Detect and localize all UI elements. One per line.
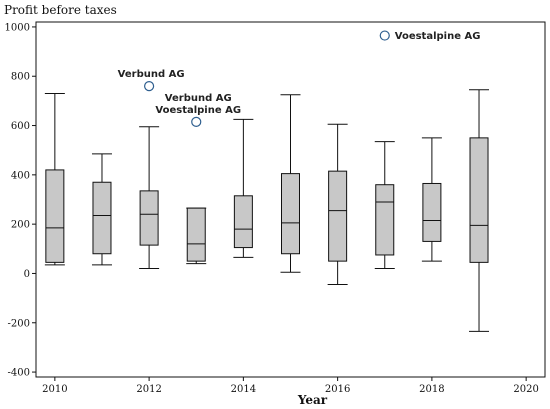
iqr-box — [422, 182, 442, 242]
outlier-label: Voestalpine AG — [155, 105, 241, 116]
outlier-label: Verbund AG — [165, 93, 232, 104]
y-tick-label: 400 — [11, 170, 30, 181]
outlier-point — [379, 30, 390, 41]
box-2019 — [469, 89, 490, 332]
box-2018 — [421, 137, 442, 262]
y-tick-label: 1000 — [5, 22, 30, 33]
box-2014 — [233, 118, 254, 258]
y-tick-label: -400 — [8, 368, 30, 379]
x-tick-label: 2014 — [231, 384, 256, 395]
y-tick-label: 600 — [11, 121, 30, 132]
x-tick-label: 2016 — [325, 384, 350, 395]
outlier-2017: Voestalpine AG — [379, 30, 481, 42]
x-tick-label: 2020 — [513, 384, 538, 395]
y-tick-label: 0 — [24, 269, 30, 280]
x-axis-title: Year — [297, 393, 328, 407]
box-2011 — [91, 153, 112, 266]
outlier-label: Voestalpine AG — [395, 31, 481, 42]
iqr-box — [469, 137, 489, 263]
y-tick-label: -200 — [8, 318, 30, 329]
outlier-label: Verbund AG — [118, 69, 185, 80]
iqr-box — [233, 195, 253, 249]
y-axis-title: Profit before taxes — [4, 3, 117, 17]
box-2010 — [44, 92, 65, 266]
iqr-box — [139, 190, 159, 246]
iqr-box — [328, 170, 348, 262]
x-tick-label: 2012 — [136, 384, 161, 395]
box-series — [44, 89, 490, 332]
iqr-box — [186, 207, 206, 262]
iqr-box — [92, 181, 112, 255]
box-2012 — [139, 126, 160, 270]
outlier-2012: Verbund AG — [118, 69, 185, 92]
iqr-box — [45, 169, 65, 263]
x-tick-label: 2018 — [419, 384, 444, 395]
y-tick-label: 800 — [11, 72, 30, 83]
box-2016 — [327, 123, 348, 286]
y-axis-ticks: -400 -200 0 200 400 600 800 1000 — [5, 22, 36, 379]
iqr-box — [281, 173, 300, 255]
box-2017 — [374, 141, 395, 270]
outlier-point — [191, 116, 202, 127]
iqr-box — [375, 184, 395, 256]
x-tick-label: 2010 — [42, 384, 67, 395]
y-tick-label: 200 — [11, 220, 30, 231]
plot-frame — [35, 21, 546, 378]
outlier-point — [144, 80, 155, 92]
box-2013 — [186, 207, 207, 265]
box-2015 — [280, 94, 301, 273]
x-axis-ticks: 2010 2012 2014 2016 2018 2020 — [42, 377, 539, 395]
